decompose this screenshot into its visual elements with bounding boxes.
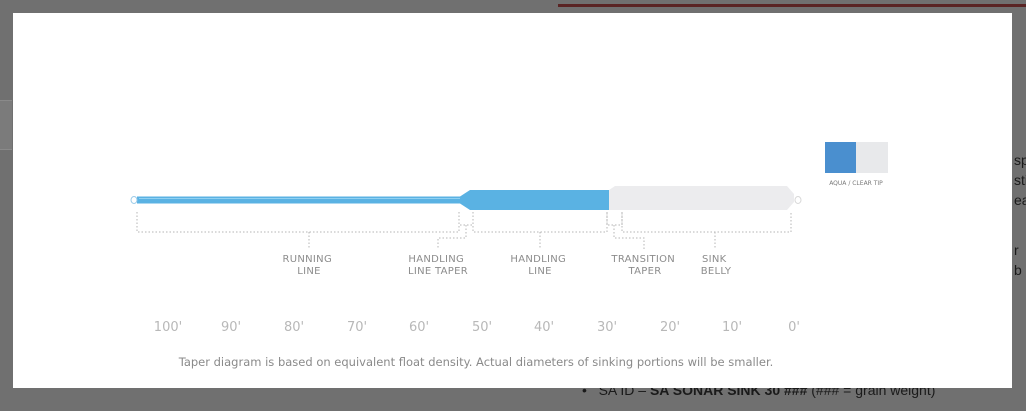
bracket-transition-taper [606,212,623,226]
scale-label-20: 20' [660,320,680,335]
background-text-fragment: sp [1014,152,1026,168]
legend-swatch-clear [856,142,888,173]
background-panel [0,100,12,150]
section-label-line: TAPER [628,266,662,277]
scale-label-30: 30' [597,320,617,335]
section-label-running-line: RUNNING LINE [283,254,336,277]
bracket-handling-line [472,212,608,233]
line-end-loop [130,196,138,204]
bullet-dot: • [582,382,599,398]
color-legend: AQUA / CLEAR TIP [825,142,888,187]
section-brackets [136,212,792,249]
section-label-transition-taper: TRANSITION TAPER [610,254,678,277]
section-label-handling-line-taper: HANDLING LINE TAPER [408,254,468,277]
background-divider [558,4,1026,7]
scale-label-50: 50' [472,320,492,335]
section-label-line: LINE [297,266,321,277]
section-label-handling-line: HANDLING LINE [510,254,569,277]
running-line-segment [137,190,609,210]
leader-transition-taper [613,225,645,249]
scale-label-90: 90' [221,320,241,335]
legend-swatch-aqua [825,142,856,173]
background-text-fragment: ea [1014,192,1026,208]
section-label-sink-belly: SINK BELLY [701,254,732,277]
scale-label-10: 10' [722,320,742,335]
section-label-line: HANDLING [408,254,464,265]
scale-label-70: 70' [347,320,367,335]
lightbox-modal: RUNNING LINE HANDLING LINE TAPER HANDLIN… [13,13,1012,388]
scale-label-80: 80' [284,320,304,335]
leader-handling-line-taper [437,225,467,249]
section-label-line: LINE [528,266,552,277]
section-label-line: SINK [702,254,727,265]
line-tip-loop [794,196,802,204]
clear-sink-segment [609,186,794,210]
bracket-sink-belly [621,212,792,233]
section-label-line: TRANSITION [610,254,675,265]
section-label-line: HANDLING [510,254,566,265]
section-label-line: LINE TAPER [408,266,468,277]
section-label-line: BELLY [701,266,732,277]
scale-label-100: 100' [154,320,182,335]
background-text-fragment: r b [1014,242,1022,278]
diagram-caption: Taper diagram is based on equivalent flo… [178,355,774,369]
bracket-handling-line-taper [458,212,474,226]
background-text-fragment: sti [1014,172,1026,188]
legend-label: AQUA / CLEAR TIP [829,180,883,187]
scale-label-40: 40' [534,320,554,335]
scale-label-0: 0' [788,320,800,335]
taper-diagram: RUNNING LINE HANDLING LINE TAPER HANDLIN… [130,142,888,369]
length-scale: 100' 90' 80' 70' 60' 50' 40' 30' 20' 10'… [154,320,800,335]
bracket-running-line [136,212,460,233]
scale-label-60: 60' [409,320,429,335]
fly-line [130,186,802,210]
section-label-line: RUNNING [283,254,333,265]
